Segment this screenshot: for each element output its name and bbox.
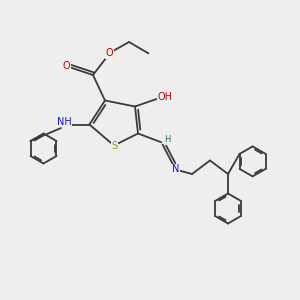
Text: H: H <box>164 135 171 144</box>
Text: O: O <box>62 61 70 71</box>
Text: N: N <box>172 164 179 175</box>
Text: S: S <box>112 141 118 151</box>
Text: O: O <box>106 48 114 58</box>
Text: OH: OH <box>158 92 172 103</box>
Text: NH: NH <box>57 116 72 127</box>
